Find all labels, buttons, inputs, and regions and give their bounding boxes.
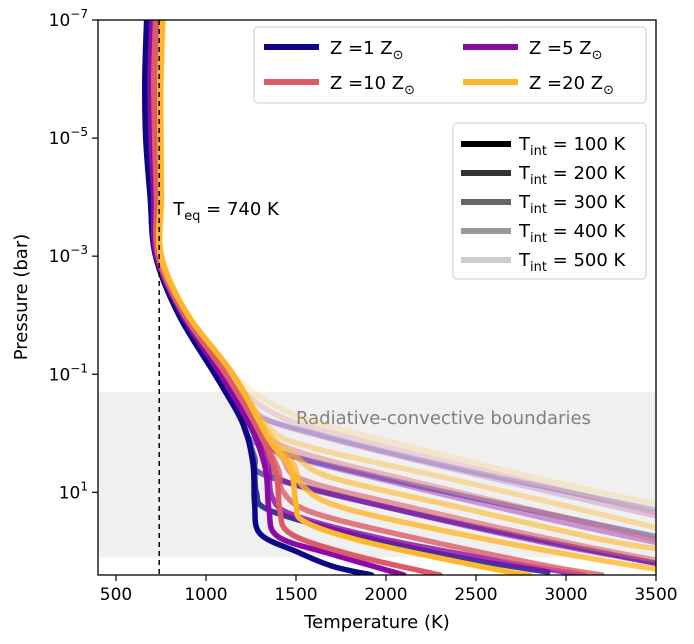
- metallicity-legend-box: [253, 26, 647, 104]
- x-tick-label: 3000: [544, 585, 587, 605]
- tint-legend-label: Tint = 400 K: [518, 221, 627, 246]
- x-axis-ticks: 500 1000 1500 2000 2500 3000 3500: [100, 575, 678, 605]
- series-line-z1-tint100: [142, 20, 375, 575]
- x-tick-label: 2000: [364, 585, 407, 605]
- x-tick-label: 500: [100, 585, 132, 605]
- y-tick-label: 101: [59, 479, 88, 503]
- teq-label: Teq = 740 K: [172, 199, 280, 224]
- metallicity-legend-label: Z =10 Z⊙: [330, 73, 415, 98]
- tint-legend-label: Tint = 500 K: [518, 250, 627, 275]
- tint-legend-label: Tint = 300 K: [518, 192, 627, 217]
- series-line-z20-tint100: [155, 20, 533, 575]
- tint-legend-label: Tint = 100 K: [518, 134, 627, 159]
- plot-frame: [97, 19, 657, 576]
- series-layer: [142, 20, 656, 575]
- x-tick-label: 3500: [634, 585, 677, 605]
- metallicity-legend-label: Z =1 Z⊙: [330, 38, 404, 63]
- series-line-z10-tint100: [151, 20, 443, 575]
- x-tick-label: 1500: [274, 585, 317, 605]
- y-axis-label: Pressure (bar): [11, 234, 32, 360]
- y-tick-label: 10−7: [49, 7, 88, 31]
- metallicity-legend: Z =1 Z⊙ Z =5 Z⊙ Z =10 Z⊙ Z =20 Z⊙: [253, 26, 647, 104]
- tint-legend-box: [452, 122, 647, 280]
- series-line-z5-tint100: [147, 20, 407, 575]
- teq-marker: Teq = 740 K: [158, 20, 280, 575]
- tint-legend: Tint = 100 K Tint = 200 K Tint = 300 K Tint…: [452, 122, 647, 280]
- x-tick-label: 2500: [454, 585, 497, 605]
- x-tick-label: 1000: [184, 585, 227, 605]
- y-tick-label: 10−1: [49, 361, 88, 385]
- y-tick-label: 10−5: [49, 125, 88, 149]
- tint-legend-label: Tint = 200 K: [518, 163, 627, 188]
- y-axis-ticks: 10−7 10−5 10−3 10−1 101: [49, 7, 98, 503]
- metallicity-legend-label: Z =5 Z⊙: [529, 38, 603, 63]
- rc-band-label: Radiative-convective boundaries: [296, 408, 591, 429]
- x-axis-label: Temperature (K): [303, 612, 450, 633]
- metallicity-legend-label: Z =20 Z⊙: [529, 73, 614, 98]
- y-tick-label: 10−3: [49, 243, 88, 267]
